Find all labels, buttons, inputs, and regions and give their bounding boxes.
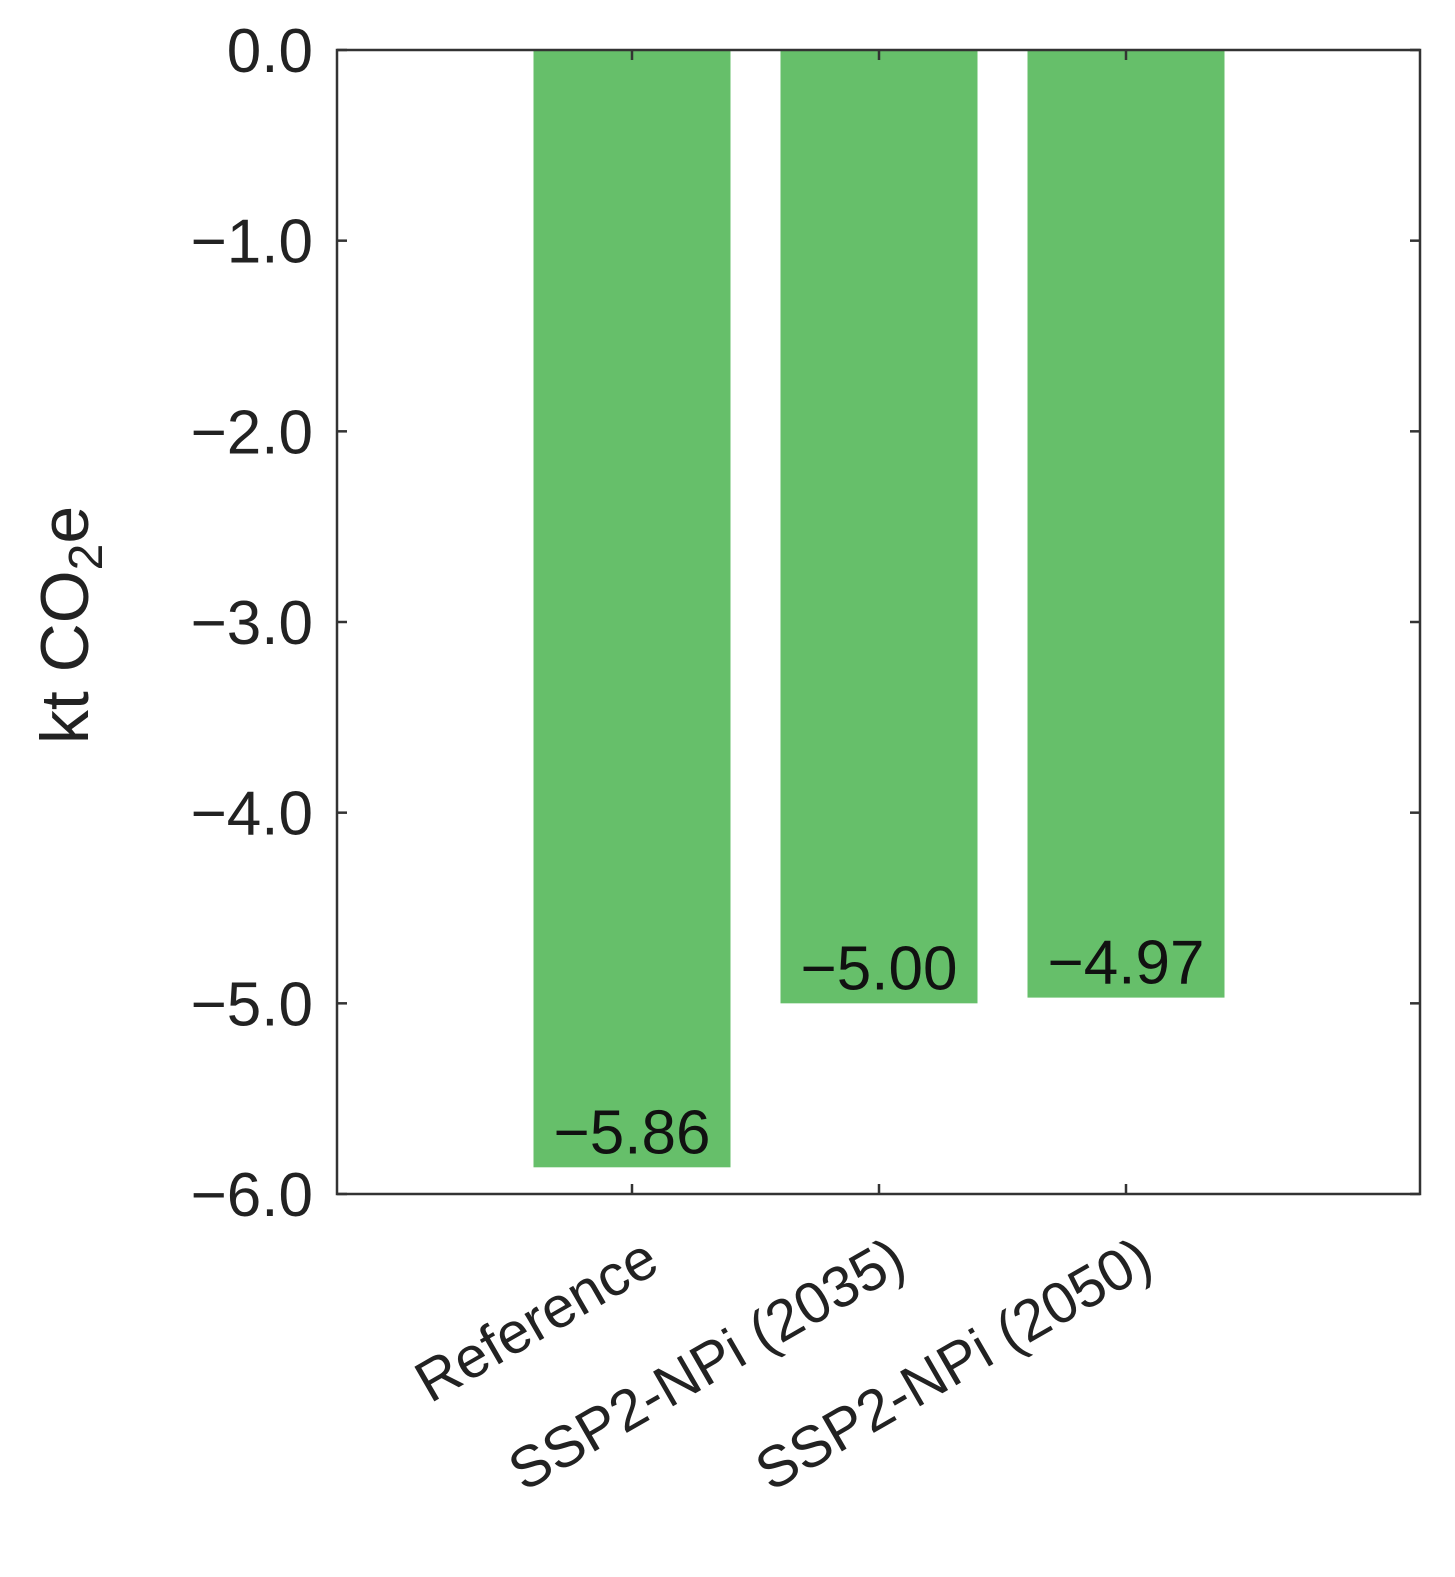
x-tick-label-3: SSP2-NPi (2050) [745, 1225, 1163, 1504]
data-labels-group: −5.86 −5.00 −4.97 [554, 929, 1205, 1168]
bar-2 [780, 50, 978, 1004]
y-ticks-group: 0.0 −1.0 −2.0 −3.0 −4.0 −5.0 −6.0 [191, 17, 1420, 1230]
y-axis-label-tail: e [27, 506, 103, 544]
y-axis-label: kt CO2e [27, 506, 113, 744]
data-label-1: −5.86 [554, 1098, 711, 1167]
y-tick-label-4: −3.0 [191, 589, 313, 658]
y-tick-label-1: 0.0 [227, 17, 313, 86]
data-label-2: −5.00 [801, 934, 958, 1003]
x-tick-label-2: SSP2-NPi (2035) [498, 1225, 916, 1504]
y-axis-label-main: kt CO [27, 570, 103, 744]
y-tick-label-3: −2.0 [191, 398, 313, 467]
bar-1 [533, 50, 731, 1168]
y-tick-label-6: −5.0 [191, 970, 313, 1039]
bars-group [533, 50, 1225, 1168]
y-tick-label-2: −1.0 [191, 208, 313, 277]
y-tick-label-7: −6.0 [191, 1161, 313, 1230]
y-axis-label-subscript: 2 [60, 544, 113, 571]
y-tick-label-5: −4.0 [191, 780, 313, 849]
bar-3 [1027, 50, 1225, 998]
data-label-3: −4.97 [1048, 929, 1205, 998]
